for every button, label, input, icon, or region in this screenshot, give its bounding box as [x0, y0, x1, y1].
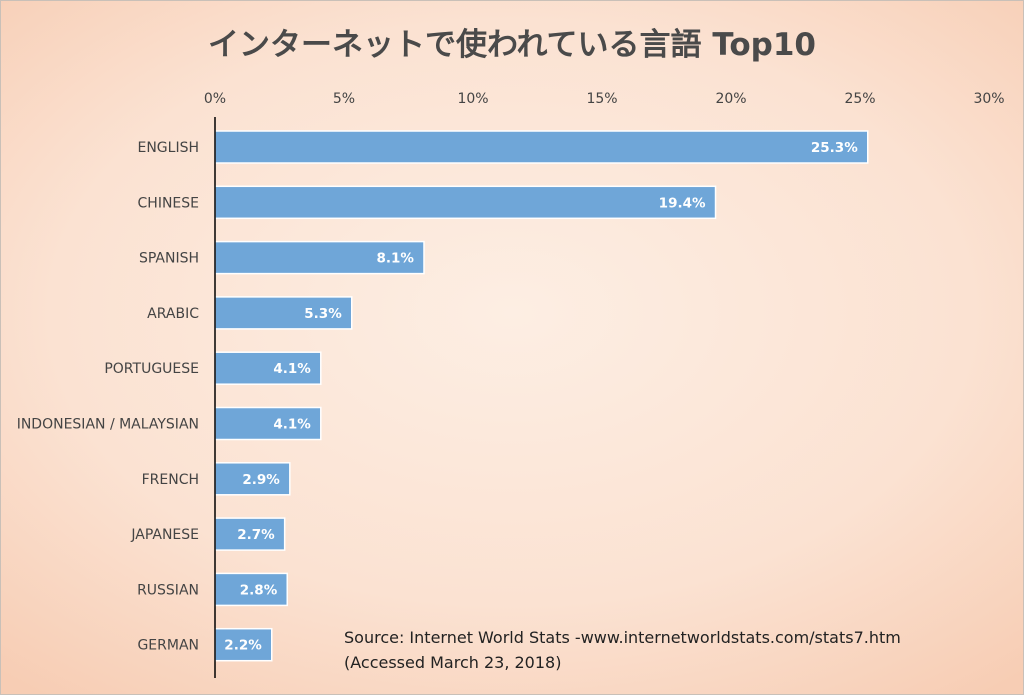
data-label: 2.2%	[224, 638, 262, 654]
chart-title: インターネットで使われている言語 Top10	[208, 27, 816, 63]
source-note: Source: Internet World Stats -www.intern…	[344, 625, 901, 675]
data-label: 25.3%	[811, 140, 858, 156]
x-tick-label: 25%	[844, 91, 875, 107]
category-label: FRENCH	[142, 472, 199, 488]
x-tick-label: 15%	[586, 91, 617, 107]
bar	[214, 517, 286, 551]
bar	[214, 296, 353, 330]
source-line: Source: Internet World Stats -www.intern…	[344, 628, 901, 647]
data-label: 4.1%	[273, 361, 311, 377]
x-tick-label: 0%	[204, 91, 226, 107]
bar	[214, 185, 717, 220]
data-label: 19.4%	[659, 195, 706, 211]
data-label: 2.9%	[242, 472, 280, 488]
category-label: ENGLISH	[137, 140, 199, 156]
category-label: SPANISH	[139, 251, 199, 267]
category-label: GERMAN	[137, 638, 199, 654]
bar	[214, 462, 291, 496]
category-label: JAPANESE	[130, 527, 199, 543]
category-label: CHINESE	[138, 195, 199, 211]
data-label: 4.1%	[273, 417, 311, 433]
category-label: INDONESIAN / MALAYSIAN	[17, 417, 199, 433]
bar	[214, 572, 288, 607]
category-label: PORTUGUESE	[104, 361, 199, 377]
data-label: 5.3%	[304, 306, 342, 322]
category-label: ARABIC	[147, 306, 199, 322]
accessed-line: (Accessed March 23, 2018)	[344, 653, 562, 672]
bar	[214, 130, 869, 164]
x-tick-label: 10%	[457, 91, 488, 107]
data-label: 8.1%	[377, 251, 415, 267]
data-label: 2.8%	[240, 582, 278, 598]
bar	[214, 406, 322, 441]
x-tick-label: 20%	[715, 91, 746, 107]
x-tick-label: 30%	[973, 91, 1004, 107]
bar	[214, 240, 425, 275]
x-tick-label: 5%	[333, 91, 355, 107]
bar	[214, 351, 322, 385]
data-label: 2.7%	[237, 527, 275, 543]
category-label: RUSSIAN	[137, 582, 199, 598]
